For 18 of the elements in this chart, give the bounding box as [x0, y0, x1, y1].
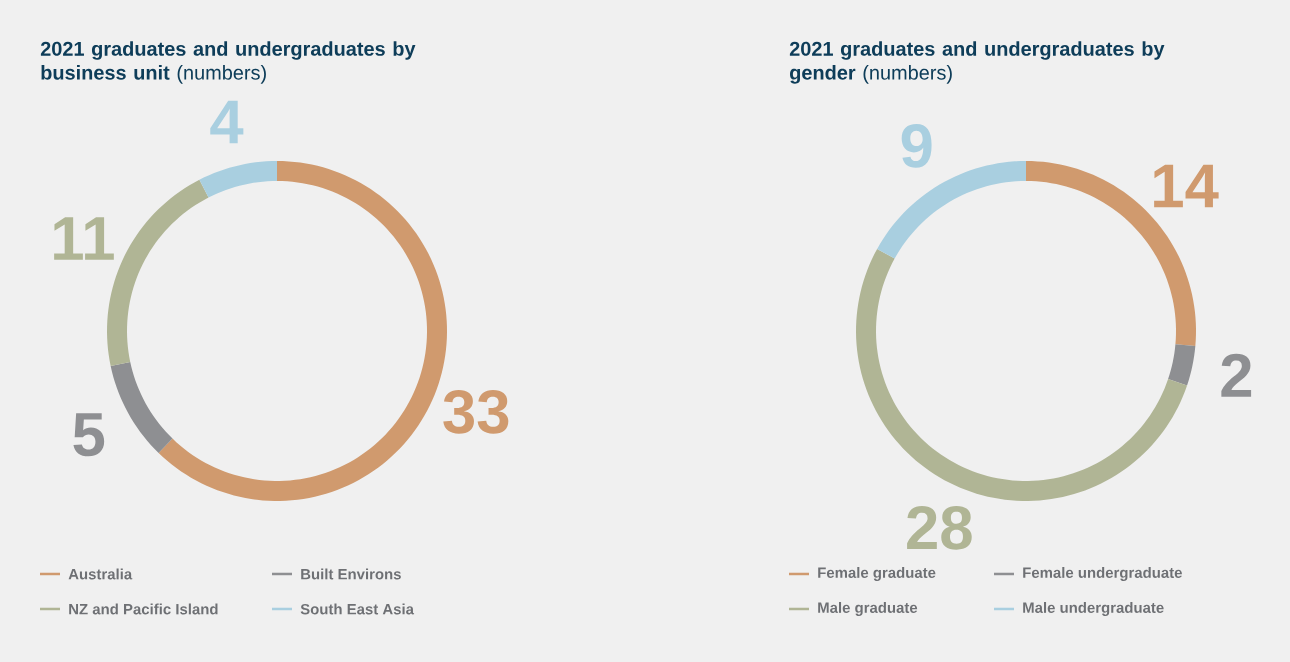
chart-title: 2021 graduates and undergraduates by business unit (numbers)	[40, 41, 416, 84]
legend-label: Australia	[68, 568, 133, 580]
legend-label: Male graduate	[818, 601, 918, 616]
data-label: 5	[73, 413, 105, 457]
data-label: 11	[54, 217, 114, 260]
data-label: 28	[907, 505, 972, 550]
data-label: 33	[443, 389, 509, 434]
legend-label: Built Environs	[301, 568, 401, 580]
chart-title: 2021 graduates and undergraduates by gender (numbers)	[789, 41, 1165, 84]
legend-label: Female undergraduate	[1023, 566, 1182, 581]
legend-label: Female graduate	[818, 566, 936, 581]
legend-label: NZ and Pacific Island	[69, 603, 218, 615]
data-label: 14	[1154, 164, 1219, 208]
legend-label: Male undergraduate	[1023, 601, 1164, 616]
data-label: 9	[901, 124, 932, 168]
data-label: 4	[210, 100, 244, 144]
legend-label: South East Asia	[300, 603, 415, 615]
data-label: 2	[1221, 353, 1252, 397]
